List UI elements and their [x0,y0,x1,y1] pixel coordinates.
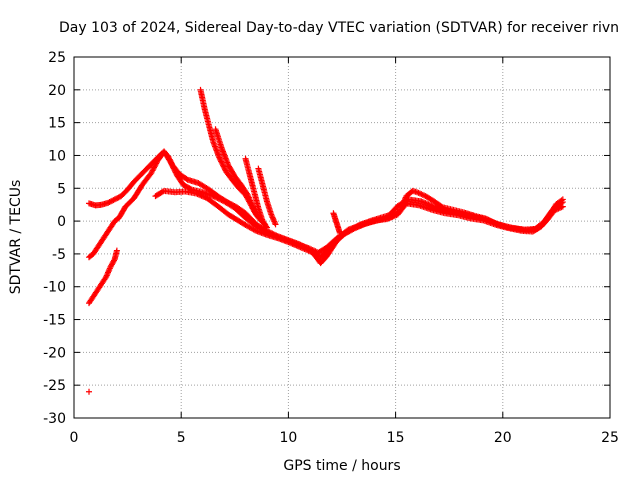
data-point [251,227,258,234]
data-point [214,195,221,202]
data-point [171,168,178,175]
data-point [187,185,194,192]
data-point [215,195,222,202]
x-axis-label: GPS time / hours [283,458,400,474]
y-tick-label: -30 [43,411,66,427]
data-point [559,203,566,210]
data-point [171,166,178,173]
x-tick-label: 20 [494,430,512,446]
data-point [221,164,228,171]
data-point [168,161,175,168]
data-point [219,160,226,167]
data-point [168,160,175,167]
x-tick-label: 15 [387,430,405,446]
y-tick-label: -15 [43,313,66,329]
data-point [218,197,225,204]
data-point [170,165,177,172]
x-tick-label: 5 [177,430,186,446]
grid [74,57,610,418]
y-tick-label: -5 [52,247,66,263]
data-point [336,229,343,236]
x-tick-label: 0 [70,430,79,446]
data-point [221,166,228,173]
y-axis-ticks: 25 20 15 10 5 0 -5 -10 -15 -20 -25 -30 [43,50,610,427]
data-point [272,221,279,228]
data-point [86,388,93,395]
data-marks [86,86,566,395]
data-point [218,158,225,165]
y-tick-label: 10 [48,148,66,164]
y-axis-label: SDTVAR / TECUs [8,180,24,295]
data-point [167,159,174,166]
data-point [111,257,118,264]
data-point [220,163,227,170]
x-tick-label: 25 [601,430,619,446]
data-point [220,162,227,169]
data-point [216,155,223,162]
data-point [263,224,270,231]
data-point [213,194,220,201]
y-tick-label: -10 [43,280,66,296]
x-tick-label: 10 [279,430,297,446]
data-point [169,162,176,169]
x-axis-ticks: 0 5 10 15 20 25 [70,57,619,446]
chart-title: Day 103 of 2024, Sidereal Day-to-day VTE… [59,20,619,36]
data-point [113,247,120,254]
y-tick-label: -25 [43,378,66,394]
data-point [170,164,177,171]
y-tick-label: 0 [57,214,66,230]
data-point [172,169,179,176]
y-tick-label: 5 [57,181,66,197]
data-point [211,193,218,200]
y-tick-label: -20 [43,345,66,361]
y-tick-label: 25 [48,50,66,66]
y-tick-label: 15 [48,116,66,132]
data-point [350,226,357,233]
plot-frame [73,56,611,419]
data-point [217,157,224,164]
data-point [217,196,224,203]
data-point [218,159,225,166]
data-point [210,193,217,200]
data-point [263,223,270,230]
y-tick-label: 20 [48,83,66,99]
